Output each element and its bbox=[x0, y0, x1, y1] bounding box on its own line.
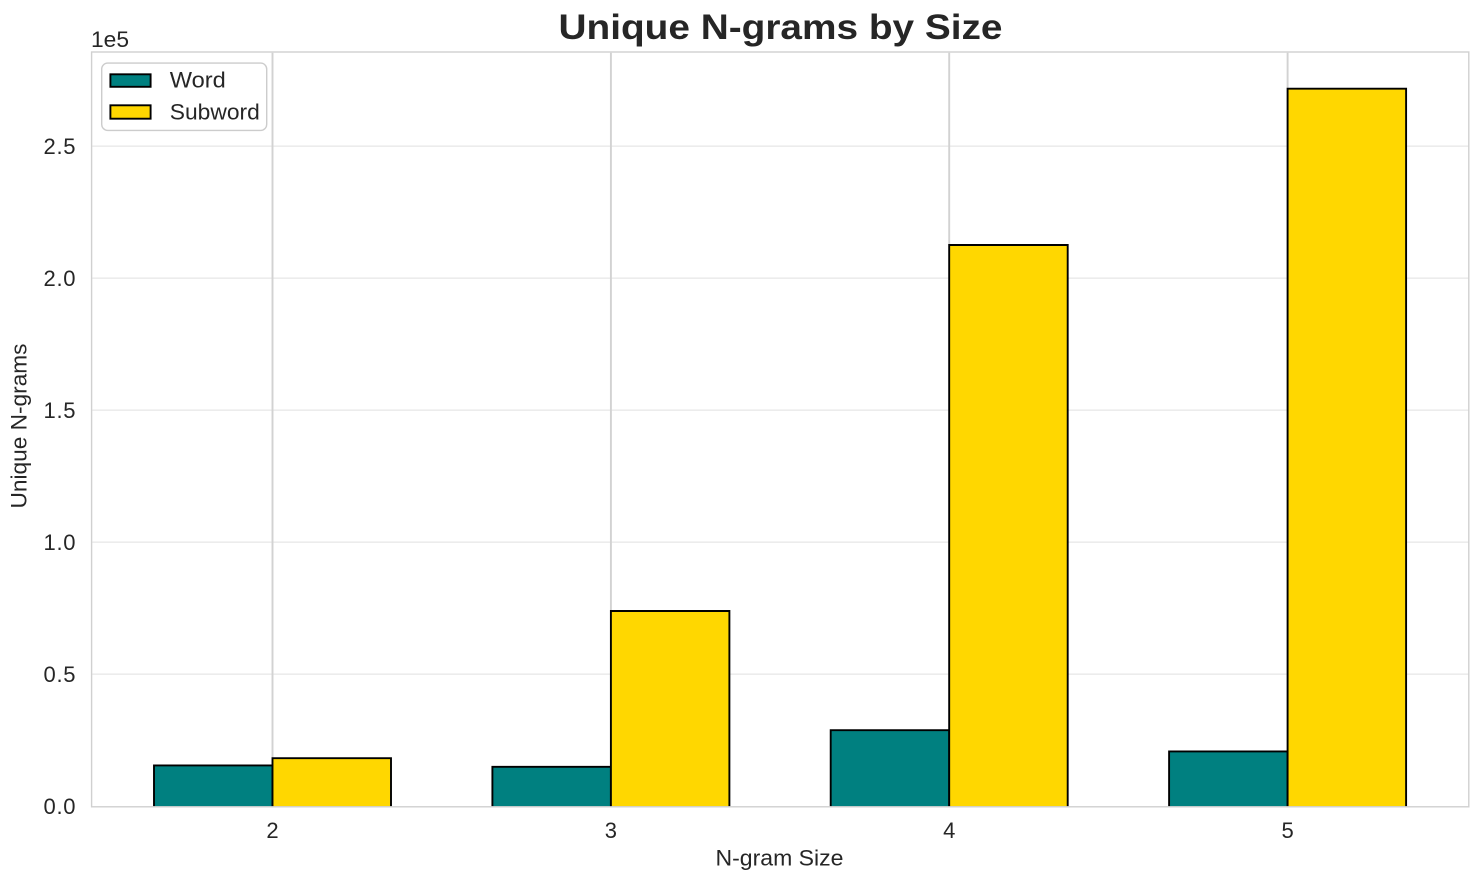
svg-text:3: 3 bbox=[605, 818, 617, 843]
svg-text:1.5: 1.5 bbox=[44, 398, 76, 423]
svg-text:Unique N-grams by Size: Unique N-grams by Size bbox=[559, 7, 1003, 47]
svg-text:2.5: 2.5 bbox=[44, 134, 76, 159]
svg-text:2.0: 2.0 bbox=[44, 266, 76, 291]
svg-text:1e5: 1e5 bbox=[91, 27, 129, 52]
svg-text:N-gram Size: N-gram Size bbox=[716, 846, 844, 871]
svg-text:4: 4 bbox=[943, 818, 955, 843]
svg-text:Word: Word bbox=[170, 68, 226, 93]
svg-text:5: 5 bbox=[1281, 818, 1293, 843]
svg-text:2: 2 bbox=[266, 818, 278, 843]
svg-text:Unique N-grams: Unique N-grams bbox=[7, 344, 32, 509]
svg-text:0.0: 0.0 bbox=[44, 794, 76, 819]
svg-text:1.0: 1.0 bbox=[44, 530, 76, 555]
svg-text:0.5: 0.5 bbox=[44, 662, 76, 687]
svg-text:Subword: Subword bbox=[170, 100, 260, 125]
